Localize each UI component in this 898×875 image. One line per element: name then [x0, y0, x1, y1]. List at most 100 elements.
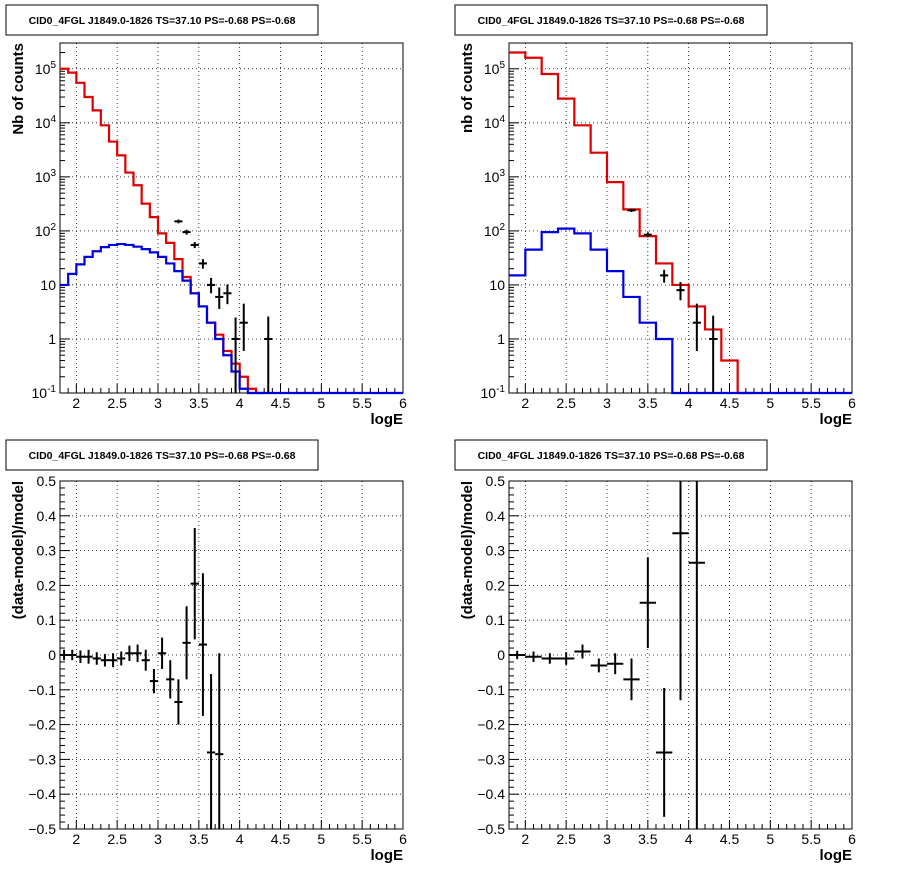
- x-tick-label: 4.5: [720, 831, 740, 847]
- x-tick-label: 3.5: [638, 395, 658, 411]
- x-tick-label: 3: [603, 831, 611, 847]
- x-tick-label: 4.5: [271, 831, 291, 847]
- y-tick-label: −0.3: [28, 751, 56, 767]
- y-tick-label: 102: [35, 222, 57, 239]
- y-tick-label: 0.4: [486, 508, 506, 524]
- x-tick-label: 3: [154, 831, 162, 847]
- x-tick-label: 4: [685, 831, 693, 847]
- y-tick-label: −0.3: [477, 751, 505, 767]
- y-tick-label: 1: [497, 331, 505, 347]
- x-tick-label: 2: [521, 831, 529, 847]
- y-tick-label: −0.5: [477, 821, 505, 837]
- x-tick-label: 2: [521, 395, 529, 411]
- x-tick-label: 6: [399, 831, 407, 847]
- x-tick-label: 4.5: [271, 395, 291, 411]
- y-tick-label: 0.3: [486, 543, 506, 559]
- chart-title: CID0_4FGL J1849.0-1826 TS=37.10 PS=-0.68…: [29, 450, 296, 462]
- chart-title: CID0_4FGL J1849.0-1826 TS=37.10 PS=-0.68…: [29, 15, 296, 27]
- chart-title: CID0_4FGL J1849.0-1826 TS=37.10 PS=-0.68…: [478, 15, 745, 27]
- y-tick-label: 0.2: [37, 577, 57, 593]
- chart-title: CID0_4FGL J1849.0-1826 TS=37.10 PS=-0.68…: [478, 450, 745, 462]
- x-axis-label: logE: [371, 847, 404, 864]
- y-tick-label: −0.1: [477, 682, 505, 698]
- y-tick-label: 104: [35, 114, 57, 131]
- y-tick-label: −0.1: [28, 682, 56, 698]
- x-tick-label: 4.5: [720, 395, 740, 411]
- title-box: [5, 439, 319, 471]
- y-tick-label: 0.1: [486, 612, 506, 628]
- histogram-series-0: [509, 51, 754, 395]
- y-axis-label: (data-model)/model: [10, 481, 27, 619]
- y-tick-label: 0.5: [486, 473, 506, 489]
- x-axis-label: logE: [371, 411, 404, 428]
- y-tick-label: 104: [484, 114, 506, 131]
- y-tick-label: 10-1: [481, 384, 506, 401]
- x-tick-label: 6: [848, 395, 856, 411]
- y-axis-label: nb of counts: [459, 43, 476, 133]
- y-tick-label: 0.1: [37, 612, 57, 628]
- x-tick-label: 2: [72, 831, 80, 847]
- y-tick-label: −0.2: [28, 717, 56, 733]
- panel-bottom-right: CID0_4FGL J1849.0-1826 TS=37.10 PS=-0.68…: [454, 439, 856, 864]
- plot-frame: [59, 42, 404, 394]
- panel-top-right: CID0_4FGL J1849.0-1826 TS=37.10 PS=-0.68…: [454, 4, 856, 428]
- x-tick-label: 2.5: [107, 395, 127, 411]
- y-tick-label: −0.4: [477, 786, 505, 802]
- y-axis-label: (data-model)/model: [459, 481, 476, 619]
- x-tick-label: 6: [848, 831, 856, 847]
- x-tick-label: 2.5: [556, 831, 576, 847]
- panel-bottom-left: CID0_4FGL J1849.0-1826 TS=37.10 PS=-0.68…: [5, 439, 407, 864]
- y-tick-label: 10: [40, 277, 56, 293]
- y-tick-label: 10: [489, 277, 505, 293]
- x-tick-label: 2: [72, 395, 80, 411]
- title-box: [454, 4, 768, 36]
- y-tick-label: 0.4: [37, 508, 57, 524]
- x-tick-label: 4: [685, 395, 693, 411]
- x-tick-label: 2.5: [107, 831, 127, 847]
- y-tick-label: −0.2: [477, 717, 505, 733]
- y-tick-label: 10-1: [32, 384, 57, 401]
- x-tick-label: 5.5: [801, 831, 821, 847]
- x-tick-label: 5: [766, 831, 774, 847]
- x-tick-label: 2.5: [556, 395, 576, 411]
- y-tick-label: 0.5: [37, 473, 57, 489]
- x-tick-label: 3.5: [638, 831, 658, 847]
- histogram-series-1: [509, 227, 852, 395]
- x-tick-label: 5.5: [801, 395, 821, 411]
- y-tick-label: −0.5: [28, 821, 56, 837]
- x-axis-label: logE: [820, 847, 853, 864]
- x-tick-label: 5: [317, 831, 325, 847]
- y-tick-label: 103: [35, 168, 57, 185]
- histogram-series-1: [60, 242, 403, 395]
- x-tick-label: 5.5: [352, 395, 372, 411]
- y-tick-label: 0.2: [486, 577, 506, 593]
- title-box: [5, 4, 319, 36]
- y-tick-label: 1: [48, 331, 56, 347]
- x-tick-label: 3: [603, 395, 611, 411]
- y-tick-label: 105: [484, 60, 506, 77]
- x-tick-label: 5.5: [352, 831, 372, 847]
- x-axis-label: logE: [820, 411, 853, 428]
- title-box: [454, 439, 768, 471]
- plot-frame: [508, 42, 853, 394]
- y-tick-label: 0.3: [37, 543, 57, 559]
- x-tick-label: 4: [236, 395, 244, 411]
- y-axis-label: Nb of counts: [10, 43, 27, 135]
- y-tick-label: 103: [484, 168, 506, 185]
- y-tick-label: 105: [35, 60, 57, 77]
- y-tick-label: −0.4: [28, 786, 56, 802]
- y-tick-label: 102: [484, 222, 506, 239]
- x-tick-label: 3.5: [189, 831, 209, 847]
- x-tick-label: 4: [236, 831, 244, 847]
- y-tick-label: 0: [48, 647, 56, 663]
- x-tick-label: 6: [399, 395, 407, 411]
- panel-top-left: CID0_4FGL J1849.0-1826 TS=37.10 PS=-0.68…: [5, 4, 407, 428]
- x-tick-label: 3.5: [189, 395, 209, 411]
- x-tick-label: 5: [317, 395, 325, 411]
- histogram-series-0: [60, 67, 265, 395]
- x-tick-label: 3: [154, 395, 162, 411]
- plot-frame: [59, 480, 404, 830]
- x-tick-label: 5: [766, 395, 774, 411]
- y-tick-label: 0: [497, 647, 505, 663]
